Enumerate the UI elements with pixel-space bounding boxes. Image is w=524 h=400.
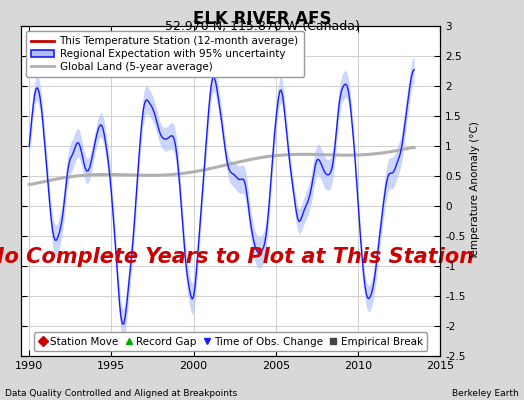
Text: Berkeley Earth: Berkeley Earth bbox=[452, 389, 519, 398]
Y-axis label: Temperature Anomaly (°C): Temperature Anomaly (°C) bbox=[470, 122, 479, 260]
Legend: Station Move, Record Gap, Time of Obs. Change, Empirical Break: Station Move, Record Gap, Time of Obs. C… bbox=[34, 332, 427, 351]
Text: ELK RIVER AFS: ELK RIVER AFS bbox=[193, 10, 331, 28]
Text: No Complete Years to Plot at This Station: No Complete Years to Plot at This Statio… bbox=[0, 247, 474, 267]
Text: Data Quality Controlled and Aligned at Breakpoints: Data Quality Controlled and Aligned at B… bbox=[5, 389, 237, 398]
Text: 52.970 N, 115.870 W (Canada): 52.970 N, 115.870 W (Canada) bbox=[165, 20, 359, 33]
